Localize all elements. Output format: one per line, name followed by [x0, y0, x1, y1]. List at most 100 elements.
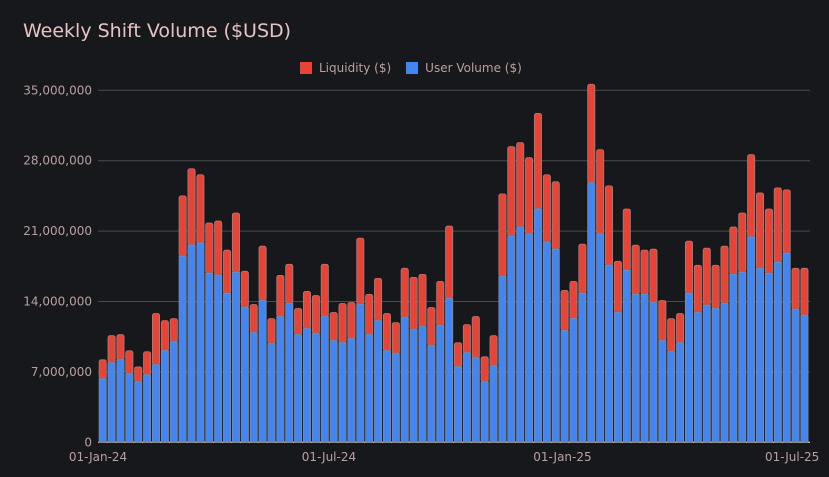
x-tick-label: 01-Jul-24 — [302, 450, 356, 464]
bar-user-volume — [658, 340, 667, 443]
bar-user-volume — [125, 373, 134, 443]
bar-user-volume — [214, 274, 223, 443]
bar-liquidity — [773, 187, 782, 263]
bar-user-volume — [507, 235, 516, 443]
bar-liquidity — [498, 193, 507, 277]
user-volume-swatch — [406, 62, 419, 74]
bar-user-volume — [764, 272, 773, 443]
bar-user-volume — [640, 294, 649, 443]
bar-liquidity — [107, 335, 116, 364]
bar-liquidity — [294, 308, 303, 336]
bar-user-volume — [231, 271, 240, 443]
bar-user-volume — [738, 271, 747, 443]
bar-liquidity — [125, 350, 134, 375]
bar-liquidity — [729, 226, 738, 275]
bar-user-volume — [249, 332, 258, 443]
bar-liquidity — [711, 264, 720, 309]
bar-user-volume — [294, 334, 303, 443]
x-tick-label: 01-Jan-25 — [533, 450, 591, 464]
bar-user-volume — [160, 350, 169, 443]
bar-user-volume — [267, 343, 276, 443]
bar-liquidity — [267, 318, 276, 345]
legend-item-liquidity[interactable]: Liquidity ($) — [300, 61, 391, 75]
bar-user-volume — [98, 378, 107, 443]
bar-liquidity — [169, 318, 178, 343]
bar-user-volume — [756, 267, 765, 443]
bar-user-volume — [551, 248, 560, 443]
bar-liquidity — [374, 277, 383, 322]
bar-liquidity — [720, 245, 729, 304]
bar-user-volume — [134, 381, 143, 443]
bar-liquidity — [258, 245, 267, 301]
bar-user-volume — [454, 366, 463, 443]
y-tick-label: 35,000,000 — [23, 83, 92, 97]
legend-label-liquidity: Liquidity ($) — [319, 61, 392, 75]
bar-liquidity — [347, 302, 356, 340]
bar-liquidity — [134, 366, 143, 383]
x-tick-label: 01-Jul-25 — [765, 450, 819, 464]
bar-user-volume — [667, 351, 676, 443]
bar-liquidity — [436, 280, 445, 327]
bar-user-volume — [462, 352, 471, 443]
bar-user-volume — [311, 333, 320, 443]
bar-user-volume — [107, 362, 116, 443]
bar-user-volume — [276, 316, 285, 443]
bar-liquidity — [640, 249, 649, 295]
bar-user-volume — [391, 353, 400, 443]
bar-user-volume — [560, 330, 569, 443]
bar-user-volume — [320, 316, 329, 443]
y-tick-label: 21,000,000 — [23, 224, 92, 238]
bar-liquidity — [143, 351, 152, 376]
bar-user-volume — [445, 298, 454, 443]
bar-liquidity — [471, 316, 480, 359]
legend-item-user-volume[interactable]: User Volume ($) — [406, 61, 522, 75]
bar-user-volume — [329, 340, 338, 443]
bar-user-volume — [151, 364, 160, 443]
bar-user-volume — [240, 307, 249, 443]
bar-liquidity — [160, 320, 169, 352]
bar-user-volume — [347, 338, 356, 443]
bar-user-volume — [587, 182, 596, 443]
bar-user-volume — [116, 359, 125, 443]
bar-user-volume — [436, 325, 445, 443]
bar-liquidity — [533, 113, 542, 210]
bar-user-volume — [471, 357, 480, 443]
bar-liquidity — [622, 208, 631, 271]
bar-user-volume — [480, 381, 489, 443]
bar-liquidity — [702, 247, 711, 306]
bar-liquidity — [178, 195, 187, 257]
bar-liquidity — [382, 313, 391, 352]
bar-liquidity — [605, 185, 614, 266]
bar-liquidity — [285, 263, 294, 304]
bar-liquidity — [187, 168, 196, 246]
bar-liquidity — [587, 83, 596, 184]
bar-user-volume — [205, 272, 214, 443]
bar-liquidity — [151, 313, 160, 366]
bar-user-volume — [702, 305, 711, 443]
bar-user-volume — [178, 255, 187, 443]
bar-user-volume — [578, 293, 587, 443]
bar-user-volume — [613, 312, 622, 443]
bar-liquidity — [480, 356, 489, 383]
y-tick-label: 0 — [84, 435, 92, 449]
bar-user-volume — [169, 341, 178, 443]
bar-liquidity — [196, 174, 205, 244]
bar-user-volume — [187, 244, 196, 443]
bar-liquidity — [631, 244, 640, 295]
bar-liquidity — [560, 290, 569, 332]
bar-liquidity — [427, 307, 436, 347]
bar-liquidity — [782, 189, 791, 254]
bar-liquidity — [400, 267, 409, 318]
bar-user-volume — [684, 293, 693, 443]
bar-liquidity — [338, 303, 347, 344]
bar-user-volume — [427, 345, 436, 443]
bar-liquidity — [329, 312, 338, 342]
bar-user-volume — [196, 242, 205, 443]
bar-liquidity — [276, 274, 285, 317]
bar-liquidity — [791, 267, 800, 310]
bar-liquidity — [684, 240, 693, 294]
bar-user-volume — [533, 208, 542, 443]
bar-user-volume — [365, 334, 374, 443]
bar-liquidity — [445, 225, 454, 299]
bar-liquidity — [738, 212, 747, 273]
